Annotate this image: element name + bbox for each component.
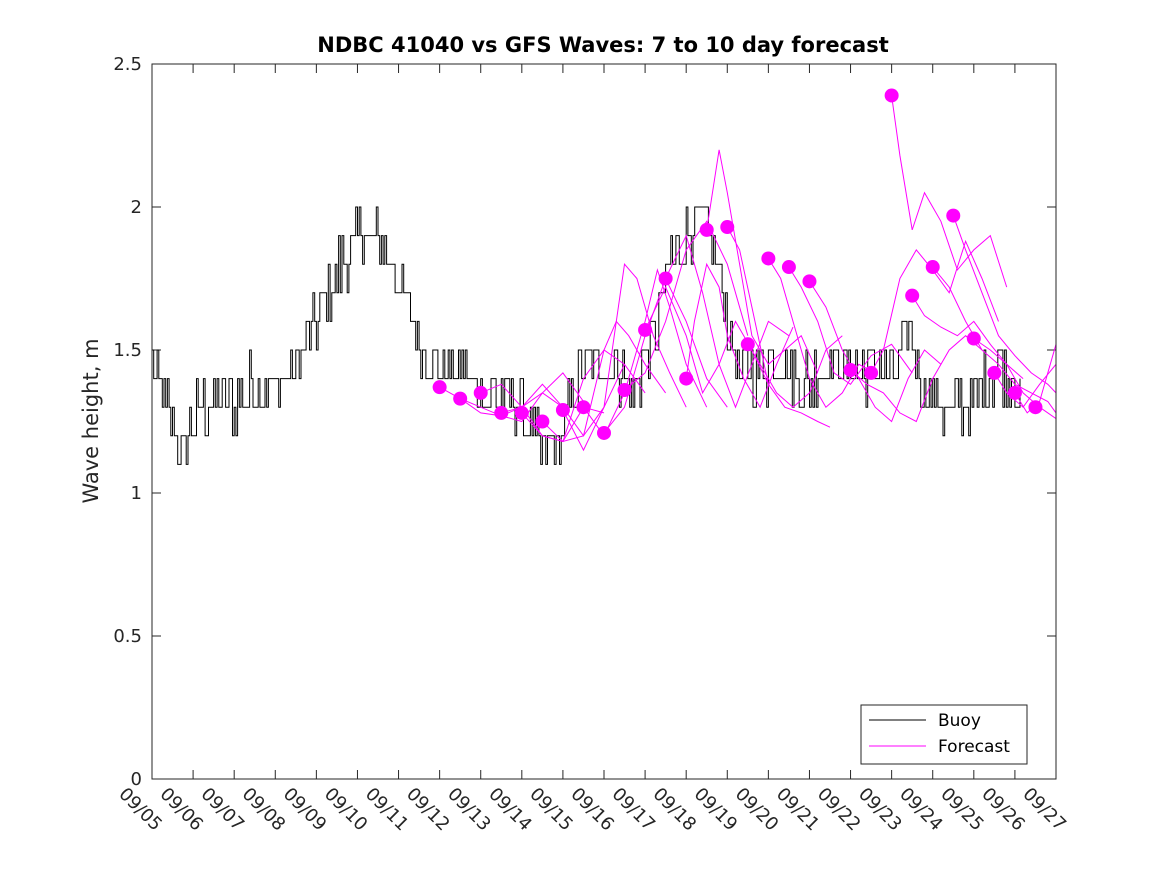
- forecast-marker: [864, 365, 879, 380]
- forecast-marker: [740, 337, 755, 352]
- forecast-line: [809, 281, 942, 423]
- forecast-marker: [473, 385, 488, 400]
- forecast-line: [460, 372, 584, 423]
- forecast-line: [850, 335, 983, 423]
- forecast-line: [891, 95, 1008, 288]
- y-tick-labels: 0 0.5 1 1.5 2 2.5: [113, 54, 142, 790]
- y-tick-label: 1.5: [113, 340, 142, 361]
- forecast-line: [665, 234, 790, 409]
- forecast-line: [542, 320, 667, 443]
- y-tick-label: 0: [131, 769, 142, 790]
- forecast-marker: [453, 391, 468, 406]
- legend-forecast-label: Forecast: [938, 737, 1010, 757]
- y-tick-label: 2: [131, 197, 142, 218]
- axes-box: [151, 63, 1057, 780]
- legend-buoy-label: Buoy: [938, 711, 981, 731]
- forecast-marker: [535, 414, 550, 429]
- forecast-marker: [1007, 385, 1022, 400]
- forecast-marker: [617, 383, 632, 398]
- forecast-marker: [1028, 400, 1043, 415]
- forecast-marker: [925, 260, 940, 275]
- forecast-marker: [514, 405, 529, 420]
- forecast-marker: [597, 425, 611, 440]
- y-tick-label: 1: [131, 483, 142, 504]
- forecast-line: [624, 220, 749, 391]
- forecast-line: [911, 295, 1024, 379]
- forecast-marker: [494, 405, 509, 420]
- y-tick-label: 0.5: [113, 626, 142, 647]
- forecast-marker: [884, 88, 899, 103]
- forecast-marker: [987, 365, 1002, 380]
- forecast-marker: [761, 251, 776, 266]
- forecast-line: [562, 263, 687, 452]
- legend-box: [860, 704, 1028, 765]
- forecast-marker: [638, 322, 653, 337]
- plot-area: [152, 88, 1056, 465]
- legend: Buoy Forecast: [860, 704, 1028, 765]
- forecast-marker: [576, 400, 591, 415]
- forecast-line: [685, 262, 794, 409]
- y-tick-label: 2.5: [113, 54, 142, 75]
- chart-title: NDBC 41040 vs GFS Waves: 7 to 10 day for…: [317, 33, 888, 57]
- forecast-line: [788, 266, 913, 385]
- forecast-marker: [802, 274, 817, 289]
- forecast-line: [726, 226, 831, 428]
- forecast-marker: [679, 371, 694, 386]
- forecast-line: [932, 266, 1056, 414]
- forecast-marker: [781, 260, 796, 275]
- y-axis-label: Wave height, m: [79, 338, 103, 503]
- forecast-line: [747, 335, 843, 408]
- forecast-line: [706, 149, 819, 374]
- forecast-markers: [432, 88, 1043, 440]
- forecast-marker: [843, 363, 858, 378]
- forecast-marker: [946, 208, 961, 223]
- forecast-line: [521, 349, 646, 443]
- forecast-line: [973, 338, 1056, 420]
- forecast-marker: [720, 220, 735, 235]
- forecast-line: [993, 363, 1056, 408]
- forecast-marker: [905, 288, 920, 303]
- forecast-marker: [966, 331, 981, 346]
- forecast-marker: [432, 380, 447, 395]
- forecast-marker: [658, 271, 673, 286]
- forecast-marker: [555, 403, 570, 418]
- forecast-marker: [699, 222, 714, 237]
